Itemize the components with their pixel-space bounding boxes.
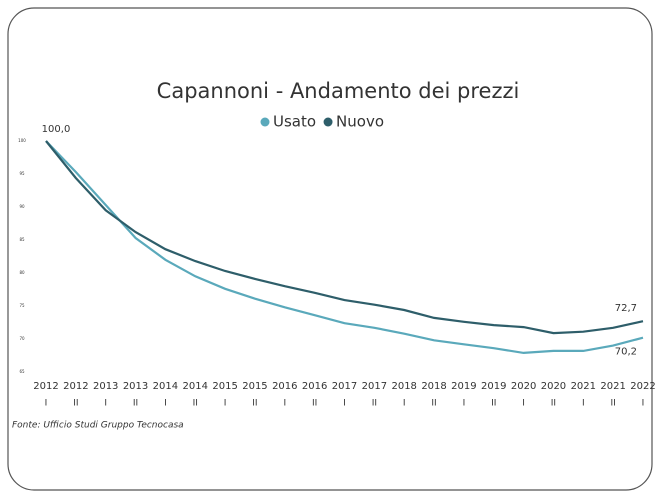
x-tick-label: 2019 bbox=[481, 381, 506, 392]
legend-marker bbox=[323, 117, 333, 127]
data-label: 70,2 bbox=[615, 347, 637, 358]
x-tick-label: 2016 bbox=[272, 381, 297, 392]
x-tick-label: 2015 bbox=[212, 381, 237, 392]
data-label: 100,0 bbox=[42, 124, 71, 135]
x-tick-label: II bbox=[312, 399, 317, 409]
x-tick-label: I bbox=[224, 399, 227, 409]
x-tick-label: I bbox=[164, 399, 167, 409]
x-tick-label: 2013 bbox=[93, 381, 118, 392]
x-tick-label: 2014 bbox=[153, 381, 178, 392]
y-tick-label: 80 bbox=[19, 270, 25, 275]
line bbox=[45, 140, 644, 335]
x-tick-label: 2017 bbox=[332, 381, 357, 392]
x-tick-label: II bbox=[551, 399, 556, 409]
x-tick-label: II bbox=[73, 399, 78, 409]
x-tick-label: 2021 bbox=[600, 381, 625, 392]
y-tick-label: 65 bbox=[19, 369, 25, 374]
x-tick-label: II bbox=[252, 399, 257, 409]
x-tick-label: I bbox=[582, 399, 585, 409]
x-tick-label: II bbox=[431, 399, 436, 409]
y-tick-label: 70 bbox=[19, 336, 25, 341]
legend-label: Nuovo bbox=[336, 113, 384, 131]
chart-title: Capannoni - Andamento dei prezzi bbox=[157, 79, 520, 103]
data-label: 72,7 bbox=[615, 303, 637, 314]
x-tick-label: I bbox=[522, 399, 525, 409]
line bbox=[45, 140, 644, 355]
x-tick-label: II bbox=[491, 399, 496, 409]
x-tick-label: 2021 bbox=[571, 381, 596, 392]
x-tick-label: I bbox=[45, 399, 48, 409]
x-tick-label: I bbox=[463, 399, 466, 409]
y-tick-label: 95 bbox=[19, 171, 25, 176]
x-tick-label: 2022 bbox=[630, 381, 655, 392]
x-tick-label: I bbox=[104, 399, 107, 409]
x-tick-label: I bbox=[642, 399, 645, 409]
x-tick-label: I bbox=[403, 399, 406, 409]
y-tick-label: 85 bbox=[19, 237, 25, 242]
x-tick-label: II bbox=[193, 399, 198, 409]
x-tick-label: 2019 bbox=[451, 381, 476, 392]
x-tick-label: 2018 bbox=[391, 381, 416, 392]
y-tick-label: 75 bbox=[19, 303, 25, 308]
x-tick-label: 2012 bbox=[33, 381, 58, 392]
x-tick-label: II bbox=[610, 399, 615, 409]
x-tick-label: II bbox=[133, 399, 138, 409]
x-tick-label: 2013 bbox=[123, 381, 148, 392]
x-tick-label: 2017 bbox=[362, 381, 387, 392]
y-tick-label: 90 bbox=[19, 204, 25, 209]
frame bbox=[7, 7, 653, 491]
x-tick-label: 2014 bbox=[183, 381, 208, 392]
x-tick-label: 2020 bbox=[511, 381, 536, 392]
y-tick-label: 100 bbox=[18, 138, 26, 143]
legend-label: Usato bbox=[273, 113, 316, 131]
x-tick-label: I bbox=[343, 399, 346, 409]
x-tick-label: 2015 bbox=[242, 381, 267, 392]
x-tick-label: 2012 bbox=[63, 381, 88, 392]
x-tick-label: 2020 bbox=[541, 381, 566, 392]
x-tick-label: 2018 bbox=[421, 381, 446, 392]
legend-marker bbox=[260, 117, 270, 127]
x-tick-label: I bbox=[283, 399, 286, 409]
x-tick-label: 2016 bbox=[302, 381, 327, 392]
x-tick-label: II bbox=[372, 399, 377, 409]
source: Fonte: Ufficio Studi Gruppo Tecnocasa bbox=[12, 421, 184, 431]
